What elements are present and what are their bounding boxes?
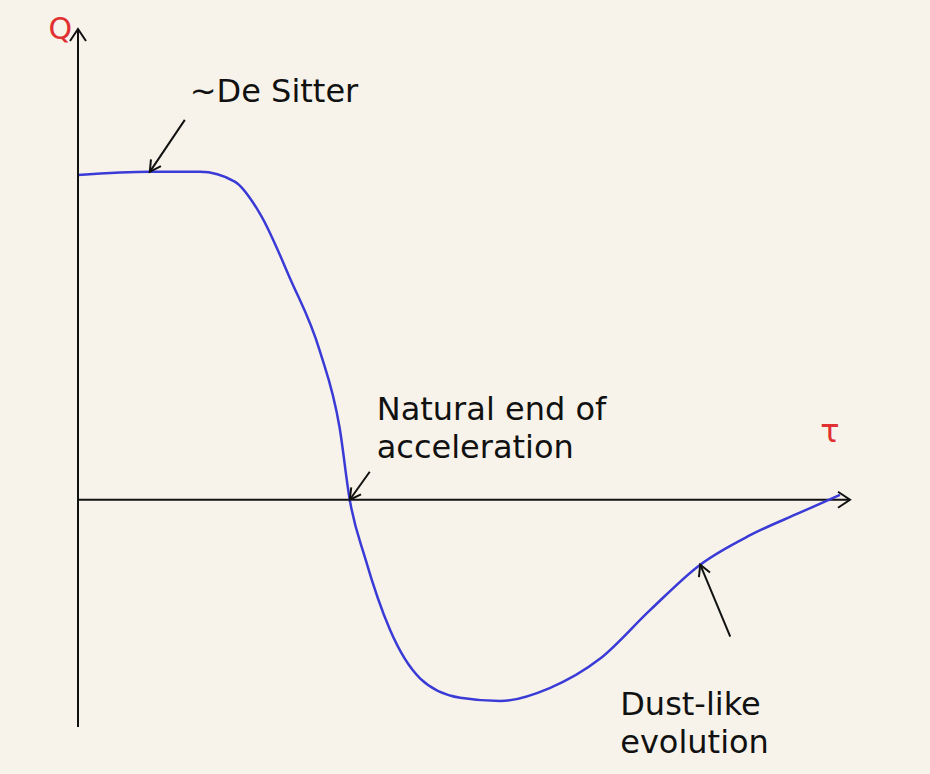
svg-text:evolution: evolution xyxy=(620,723,769,761)
svg-text:Natural end of: Natural end of xyxy=(377,390,607,428)
svg-text:~De Sitter: ~De Sitter xyxy=(190,72,359,110)
svg-text:acceleration: acceleration xyxy=(377,428,574,466)
svg-text:Dust-like: Dust-like xyxy=(620,685,761,723)
svg-text:Q: Q xyxy=(48,11,72,46)
svg-text:τ: τ xyxy=(820,412,839,450)
